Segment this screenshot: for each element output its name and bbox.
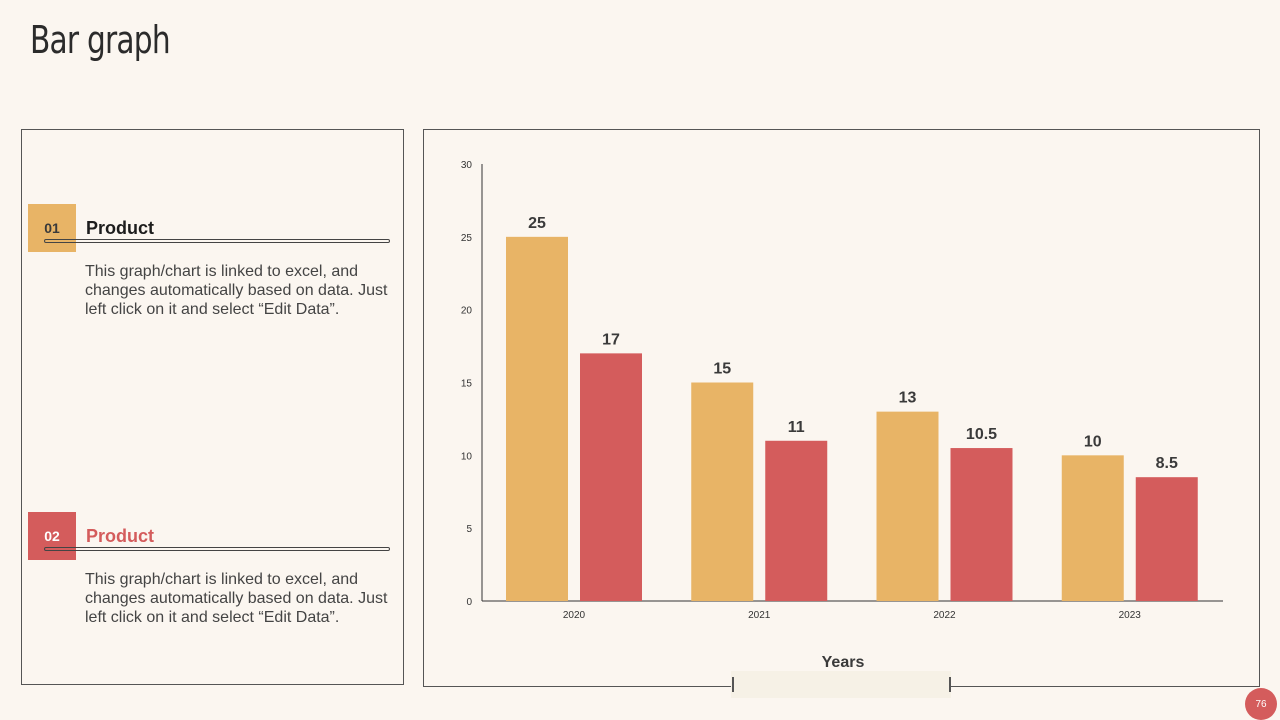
bar-2-2022	[950, 448, 1013, 601]
product-panel: 01 Product This graph/chart is linked to…	[21, 129, 404, 685]
x-tick-label: 2023	[1119, 610, 1142, 621]
heading-rule	[44, 547, 390, 551]
item-heading: Product	[86, 218, 155, 238]
y-tick-label: 15	[461, 379, 473, 390]
data-label: 8.5	[1156, 455, 1178, 472]
heading-rule	[44, 239, 390, 243]
data-label: 25	[528, 215, 546, 232]
chart-scroll-track	[731, 671, 951, 698]
item-heading: Product	[86, 526, 155, 546]
y-tick-label: 5	[466, 524, 472, 535]
bar-1-2022	[876, 411, 939, 601]
data-label: 17	[602, 331, 620, 348]
bar-1-2021	[691, 382, 754, 601]
item-description: This graph/chart is linked to excel, and…	[85, 571, 388, 626]
x-axis-title: Years	[822, 654, 865, 671]
bar-2-2021	[765, 440, 828, 601]
x-tick-label: 2022	[933, 610, 956, 621]
x-tick-label: 2020	[563, 610, 586, 621]
data-label: 13	[899, 390, 917, 407]
y-tick-label: 0	[466, 597, 472, 608]
item-description: This graph/chart is linked to excel, and…	[85, 263, 388, 318]
bar-1-2020	[506, 236, 568, 602]
y-tick-label: 30	[461, 160, 473, 171]
bar-1-2023	[1061, 455, 1124, 601]
data-label: 10	[1084, 433, 1102, 450]
page-number-badge: 76	[1245, 688, 1277, 720]
y-tick-label: 20	[461, 306, 473, 317]
item-number-badge: 01	[28, 204, 76, 252]
item-number-badge: 02	[28, 512, 76, 560]
bar-2-2023	[1135, 477, 1198, 601]
bar-2-2020	[580, 353, 642, 601]
data-label: 15	[713, 361, 731, 378]
x-tick-label: 2021	[748, 610, 771, 621]
scroll-left-handle	[732, 677, 734, 692]
data-label: 11	[788, 419, 805, 436]
y-tick-label: 25	[461, 233, 473, 244]
y-tick-label: 10	[461, 451, 473, 462]
data-label: 10.5	[966, 426, 997, 443]
scroll-right-handle	[949, 677, 951, 692]
page-title: Bar graph	[30, 18, 171, 62]
